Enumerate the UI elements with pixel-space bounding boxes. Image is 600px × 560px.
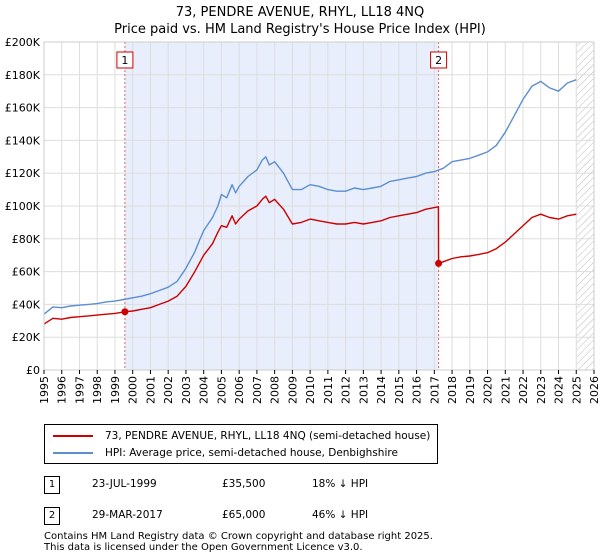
x-tick-label: 2016 [411,376,424,404]
chart-legend: 73, PENDRE AVENUE, RHYL, LL18 4NQ (semi-… [44,424,438,464]
x-tick-label: 2021 [499,376,512,404]
x-tick-label: 2004 [198,376,211,404]
x-tick-label: 2019 [464,376,477,404]
transaction-marker-2: 2 [44,507,60,525]
sale-label-box [116,51,134,69]
y-tick-label: £200K [5,36,41,49]
plot-frame [43,41,595,371]
x-tick-label: 2010 [304,376,317,404]
x-tick-label: 1999 [109,376,122,404]
y-tick-label: £0 [26,364,40,377]
transaction-hpi-diff: 46% ↓ HPI [312,509,369,521]
y-tick-label: £20K [12,331,41,344]
x-tick-label: 2006 [233,376,246,404]
hpi-series-line [43,79,577,315]
x-tick-label: 2005 [215,376,228,404]
x-tick-label: 2003 [180,376,193,404]
x-tick-label: 2020 [482,376,495,404]
transaction-marker-1: 1 [44,476,60,494]
x-tick-label: 2018 [446,376,459,404]
x-tick-label: 2009 [286,376,299,404]
chart-subtitle: Price paid vs. HM Land Registry's House … [114,22,486,37]
x-tick-label: 1995 [38,376,51,404]
sale-point [435,259,443,267]
y-tick-label: £160K [5,102,41,115]
x-tick-label: 2024 [553,376,566,404]
x-tick-label: 2011 [322,376,335,404]
x-tick-label: 2014 [375,376,388,404]
x-tick-label: 2015 [393,376,406,404]
x-tick-label: 2013 [357,376,370,404]
x-tick-label: 2023 [535,376,548,404]
x-tick-label: 2007 [251,376,264,404]
sale-point [121,308,129,316]
x-tick-label: 2025 [570,376,583,404]
transaction-hpi-diff: 18% ↓ HPI [312,478,369,490]
price-chart: 1 2 £0 £20K £40K £60K £80K £100K £120K £140K £160K… [5,36,600,404]
chart-title: 73, PENDRE AVENUE, RHYL, LL18 4NQ [175,5,425,20]
legend-label-property: 73, PENDRE AVENUE, RHYL, LL18 4NQ (semi-… [105,430,431,442]
y-tick-label: £80K [12,233,41,246]
transaction-price: £35,500 [222,478,266,490]
transaction-price: £65,000 [222,509,266,521]
y-tick-label: £40K [12,298,41,311]
legend-swatch-property [53,435,93,437]
x-tick-label: 2002 [162,376,175,404]
y-tick-label: £100K [5,200,41,213]
legend-label-hpi: HPI: Average price, semi-detached house,… [105,447,398,459]
y-tick-label: £180K [5,69,41,82]
x-tick-label: 2017 [428,376,441,404]
sale-label-box [430,51,448,69]
footer-copyright: Contains HM Land Registry data © Crown c… [44,531,433,542]
x-tick-label: 2026 [588,376,600,404]
transaction-date: 29-MAR-2017 [92,509,163,521]
transaction-date: 23-JUL-1999 [92,478,157,490]
x-tick-label: 2012 [340,376,353,404]
y-tick-label: £140K [5,134,41,147]
x-tick-label: 1997 [73,376,86,404]
x-tick-label: 1998 [91,376,104,404]
legend-swatch-hpi [53,452,93,454]
sale-label-text: 2 [435,54,442,67]
x-tick-label: 2008 [269,376,282,404]
x-tick-label: 2022 [517,376,530,404]
x-tick-label: 2001 [144,376,157,404]
x-tick-label: 1996 [56,376,69,404]
sale-label-text: 1 [121,54,128,67]
legend-item-hpi: HPI: Average price, semi-detached house,… [53,445,398,461]
footer-licence: This data is licensed under the Open Gov… [44,542,363,553]
x-tick-label: 2000 [127,376,140,404]
y-tick-label: £60K [12,266,41,279]
y-tick-label: £120K [5,167,41,180]
legend-item-property: 73, PENDRE AVENUE, RHYL, LL18 4NQ (semi-… [53,428,430,444]
property-series-line [43,195,577,325]
